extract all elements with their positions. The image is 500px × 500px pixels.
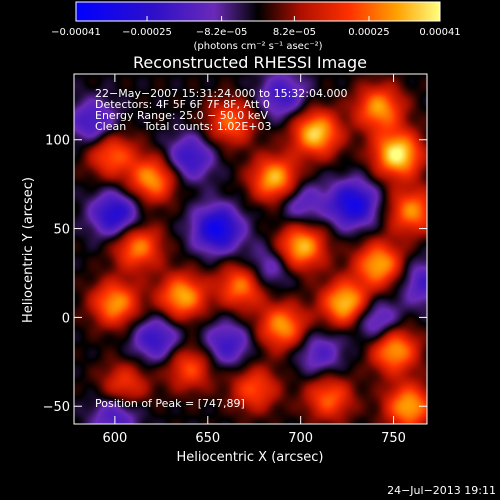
plot-frame <box>73 73 428 425</box>
annotation-detectors: Detectors: 4F 5F 6F 7F 8F, Att 0 <box>95 98 270 111</box>
colorbar-tick-label: −0.00025 <box>122 27 172 38</box>
colorbar-tick-label: −8.2e−05 <box>196 27 248 38</box>
heatmap-container <box>74 74 427 424</box>
colorbar: −0.00041 −0.00025 −8.2e−05 8.2e−05 0.00025 0.… <box>51 1 461 52</box>
colorbar-tick-label: 0.00025 <box>348 27 389 38</box>
y-tick-label: −50 <box>43 400 70 415</box>
annotation-energy-range: Energy Range: 25.0 − 50.0 keV <box>95 109 269 122</box>
x-tick-label: 700 <box>288 431 313 446</box>
annotation-block: 22−May−2007 15:31:24.000 to 15:32:04.000… <box>95 87 348 133</box>
heatmap-image <box>74 74 427 424</box>
y-tick-label: 100 <box>45 134 70 149</box>
colorbar-units: (photons cm⁻² s⁻¹ asec⁻²) <box>193 41 322 52</box>
y-tick-label: 50 <box>53 223 70 238</box>
y-axis-label: Heliocentric Y (arcsec) <box>21 177 36 323</box>
footer-timestamp: 24−Jul−2013 19:11 <box>387 484 496 497</box>
peak-position-label: Position of Peak = [747,89] <box>95 397 245 410</box>
colorbar-tick-label: 8.2e−05 <box>273 27 316 38</box>
colorbar-ticks: −0.00041 −0.00025 −8.2e−05 8.2e−05 0.00025 0.… <box>51 16 461 38</box>
x-axis-label: Heliocentric X (arcsec) <box>177 450 324 465</box>
y-tick-label: 0 <box>62 311 70 326</box>
colorbar-tick-label: −0.00041 <box>51 27 101 38</box>
chart-title: Reconstructed RHESSI Image <box>133 53 367 72</box>
colorbar-tick-label: 0.00041 <box>419 27 460 38</box>
x-tick-label: 750 <box>381 431 406 446</box>
x-tick-label: 650 <box>195 431 220 446</box>
y-axis-ticks: −50 0 50 100 <box>43 134 427 415</box>
annotation-time-range: 22−May−2007 15:31:24.000 to 15:32:04.000 <box>95 87 348 100</box>
x-tick-label: 600 <box>102 431 127 446</box>
colorbar-gradient <box>75 1 441 22</box>
annotation-clean-counts: Clean Total counts: 1.02E+03 <box>95 120 272 133</box>
x-axis-ticks: 600 650 700 750 <box>102 74 406 446</box>
